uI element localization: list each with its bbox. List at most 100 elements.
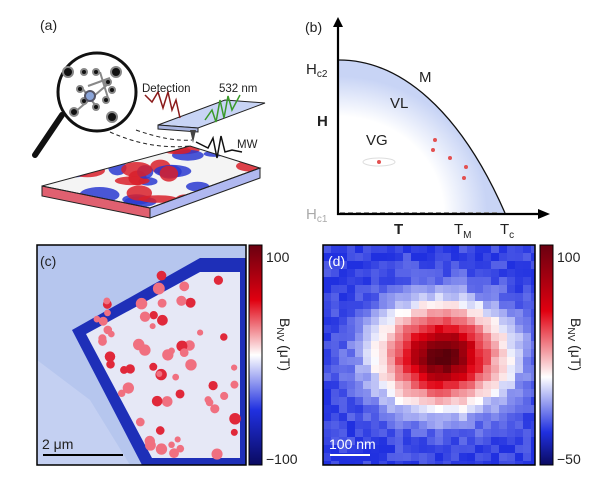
map-d-pixel (427, 357, 435, 365)
map-d-pixel (435, 277, 443, 285)
vortex-spot (174, 436, 181, 443)
map-d-pixel (411, 365, 419, 373)
map-d-pixel (507, 333, 515, 341)
map-d-pixel (379, 405, 387, 413)
map-d-pixel (387, 405, 395, 413)
map-d-pixel (347, 429, 355, 437)
map-d-pixel (347, 389, 355, 397)
map-d-pixel (531, 397, 535, 405)
map-d-pixel (371, 325, 379, 333)
map-d-pixel (323, 349, 331, 357)
map-d-pixel (483, 309, 491, 317)
map-d-pixel (531, 317, 535, 325)
map-d-pixel (523, 429, 531, 437)
map-d-pixel (507, 261, 515, 269)
map-d-pixel (403, 333, 411, 341)
map-d-pixel (355, 309, 363, 317)
map-d-pixel (531, 325, 535, 333)
map-d-pixel (347, 333, 355, 341)
map-d-pixel (371, 269, 379, 277)
map-d-pixel (419, 349, 427, 357)
vortex-spot (210, 404, 220, 414)
map-d-pixel (387, 349, 395, 357)
map-d-pixel (515, 333, 523, 341)
map-d-pixel (331, 453, 339, 461)
map-d-pixel (331, 373, 339, 381)
map-d-pixel (491, 285, 499, 293)
map-d-pixel (523, 373, 531, 381)
map-d-pixel (523, 253, 531, 261)
map-d-pixel (363, 365, 371, 373)
map-d-pixel (347, 317, 355, 325)
map-d-pixel (523, 397, 531, 405)
map-d-pixel (403, 317, 411, 325)
map-d-pixel (499, 245, 507, 253)
map-d-pixel (419, 269, 427, 277)
map-d-pixel (499, 325, 507, 333)
vortex-spot (185, 297, 196, 308)
map-d-pixel (467, 333, 475, 341)
map-d-pixel (403, 269, 411, 277)
map-d-pixel (475, 261, 483, 269)
map-d-pixel (395, 341, 403, 349)
map-d-pixel (355, 261, 363, 269)
map-d-pixel (371, 437, 379, 445)
map-d-pixel (483, 349, 491, 357)
map-d-pixel (467, 365, 475, 373)
map-d-pixel (435, 453, 443, 461)
map-d-pixel (515, 445, 523, 453)
vortex-spot (144, 435, 156, 447)
map-d-pixel (395, 445, 403, 453)
detection-label: Detection (142, 83, 191, 95)
map-d-pixel (403, 357, 411, 365)
map-d-pixel (443, 261, 451, 269)
map-d-pixel (483, 413, 491, 421)
map-d-pixel (323, 261, 331, 269)
map-d-pixel (427, 261, 435, 269)
map-d-pixel (443, 245, 451, 253)
map-d-pixel (459, 397, 467, 405)
map-d-pixel (451, 253, 459, 261)
map-d-pixel (363, 373, 371, 381)
map-d-pixel (331, 413, 339, 421)
map-d-pixel (467, 429, 475, 437)
vortex-spot (176, 295, 187, 306)
map-d-pixel (443, 317, 451, 325)
map-d-pixel (475, 325, 483, 333)
map-d-pixel (483, 389, 491, 397)
map-d-pixel (355, 293, 363, 301)
panel-b-label: (b) (305, 19, 322, 35)
map-d-pixel (467, 453, 475, 461)
map-d-pixel (355, 445, 363, 453)
map-d-pixel (427, 293, 435, 301)
map-d-pixel (395, 285, 403, 293)
map-d-pixel (507, 357, 515, 365)
map-d-pixel (403, 413, 411, 421)
map-d-pixel (467, 413, 475, 421)
map-d-pixel (419, 285, 427, 293)
map-d-pixel (331, 285, 339, 293)
map-d-pixel (435, 445, 443, 453)
map-d-pixel (475, 293, 483, 301)
map-d-pixel (467, 269, 475, 277)
map-d-pixel (363, 437, 371, 445)
map-d-pixel (347, 277, 355, 285)
map-d-pixel (427, 421, 435, 429)
map-d-pixel (523, 421, 531, 429)
map-d-pixel (451, 429, 459, 437)
map-d-pixel (411, 437, 419, 445)
map-d-pixel (339, 269, 347, 277)
map-d-pixel (459, 421, 467, 429)
map-d-pixel (531, 301, 535, 309)
map-d-pixel (363, 429, 371, 437)
map-d-pixel (403, 245, 411, 253)
map-d-pixel (395, 245, 403, 253)
map-d-pixel (395, 421, 403, 429)
vortex-spot (149, 311, 158, 320)
map-d-pixel (347, 381, 355, 389)
map-d-pixel (515, 429, 523, 437)
map-d-pixel (331, 301, 339, 309)
map-d-pixel (395, 301, 403, 309)
slab-domain (159, 165, 179, 182)
map-d-pixel (507, 445, 515, 453)
